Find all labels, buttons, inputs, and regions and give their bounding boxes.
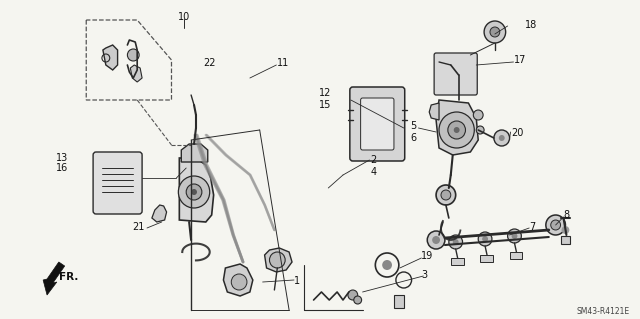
Circle shape xyxy=(127,49,139,61)
Polygon shape xyxy=(480,255,493,262)
Circle shape xyxy=(432,236,440,244)
Polygon shape xyxy=(429,103,439,120)
Text: 1: 1 xyxy=(294,276,300,286)
FancyBboxPatch shape xyxy=(350,87,404,161)
Polygon shape xyxy=(223,264,253,296)
Polygon shape xyxy=(451,258,463,265)
Polygon shape xyxy=(561,236,570,244)
Circle shape xyxy=(494,130,509,146)
Polygon shape xyxy=(181,144,208,162)
Text: 8: 8 xyxy=(563,210,570,220)
Circle shape xyxy=(269,252,285,268)
Circle shape xyxy=(454,127,460,133)
Text: 18: 18 xyxy=(525,20,538,30)
Circle shape xyxy=(499,135,505,141)
Text: 2: 2 xyxy=(371,155,377,165)
Polygon shape xyxy=(152,205,166,222)
Polygon shape xyxy=(43,262,65,295)
Text: 10: 10 xyxy=(178,12,190,22)
Polygon shape xyxy=(179,158,214,222)
Polygon shape xyxy=(103,45,118,70)
Circle shape xyxy=(511,233,517,239)
Text: 3: 3 xyxy=(421,270,428,280)
Circle shape xyxy=(478,232,492,246)
Circle shape xyxy=(561,226,570,234)
FancyBboxPatch shape xyxy=(360,98,394,150)
FancyBboxPatch shape xyxy=(93,152,142,214)
Circle shape xyxy=(452,239,459,245)
Text: 12: 12 xyxy=(319,88,332,98)
Circle shape xyxy=(508,229,522,243)
Polygon shape xyxy=(394,295,404,308)
Circle shape xyxy=(484,21,506,43)
Text: 5: 5 xyxy=(410,121,417,131)
Polygon shape xyxy=(436,100,478,155)
Text: 19: 19 xyxy=(421,251,434,261)
Polygon shape xyxy=(264,248,292,272)
Text: 6: 6 xyxy=(410,133,417,143)
Text: 17: 17 xyxy=(513,55,526,65)
Text: 22: 22 xyxy=(203,58,215,68)
Text: 13: 13 xyxy=(56,153,68,163)
Text: 15: 15 xyxy=(319,100,332,110)
Text: FR.: FR. xyxy=(59,272,78,282)
Circle shape xyxy=(441,190,451,200)
Circle shape xyxy=(448,121,465,139)
Polygon shape xyxy=(131,65,142,82)
FancyBboxPatch shape xyxy=(434,53,477,95)
Circle shape xyxy=(186,184,202,200)
Circle shape xyxy=(474,110,483,120)
Text: 11: 11 xyxy=(277,58,289,68)
Circle shape xyxy=(382,260,392,270)
Text: SM43-R4121E: SM43-R4121E xyxy=(576,307,629,316)
Polygon shape xyxy=(509,252,522,259)
Circle shape xyxy=(348,290,358,300)
Circle shape xyxy=(546,215,565,235)
Circle shape xyxy=(551,220,561,230)
Circle shape xyxy=(490,27,500,37)
Text: 21: 21 xyxy=(132,222,145,232)
Text: 16: 16 xyxy=(56,163,68,173)
Circle shape xyxy=(354,296,362,304)
Circle shape xyxy=(439,112,474,148)
Circle shape xyxy=(179,176,210,208)
Text: 4: 4 xyxy=(371,167,376,177)
Circle shape xyxy=(231,274,247,290)
Text: 7: 7 xyxy=(529,222,536,232)
Circle shape xyxy=(436,185,456,205)
Circle shape xyxy=(449,235,463,249)
Circle shape xyxy=(191,189,197,195)
Text: 20: 20 xyxy=(511,128,524,138)
Circle shape xyxy=(428,231,445,249)
Circle shape xyxy=(476,126,484,134)
Circle shape xyxy=(482,236,488,242)
